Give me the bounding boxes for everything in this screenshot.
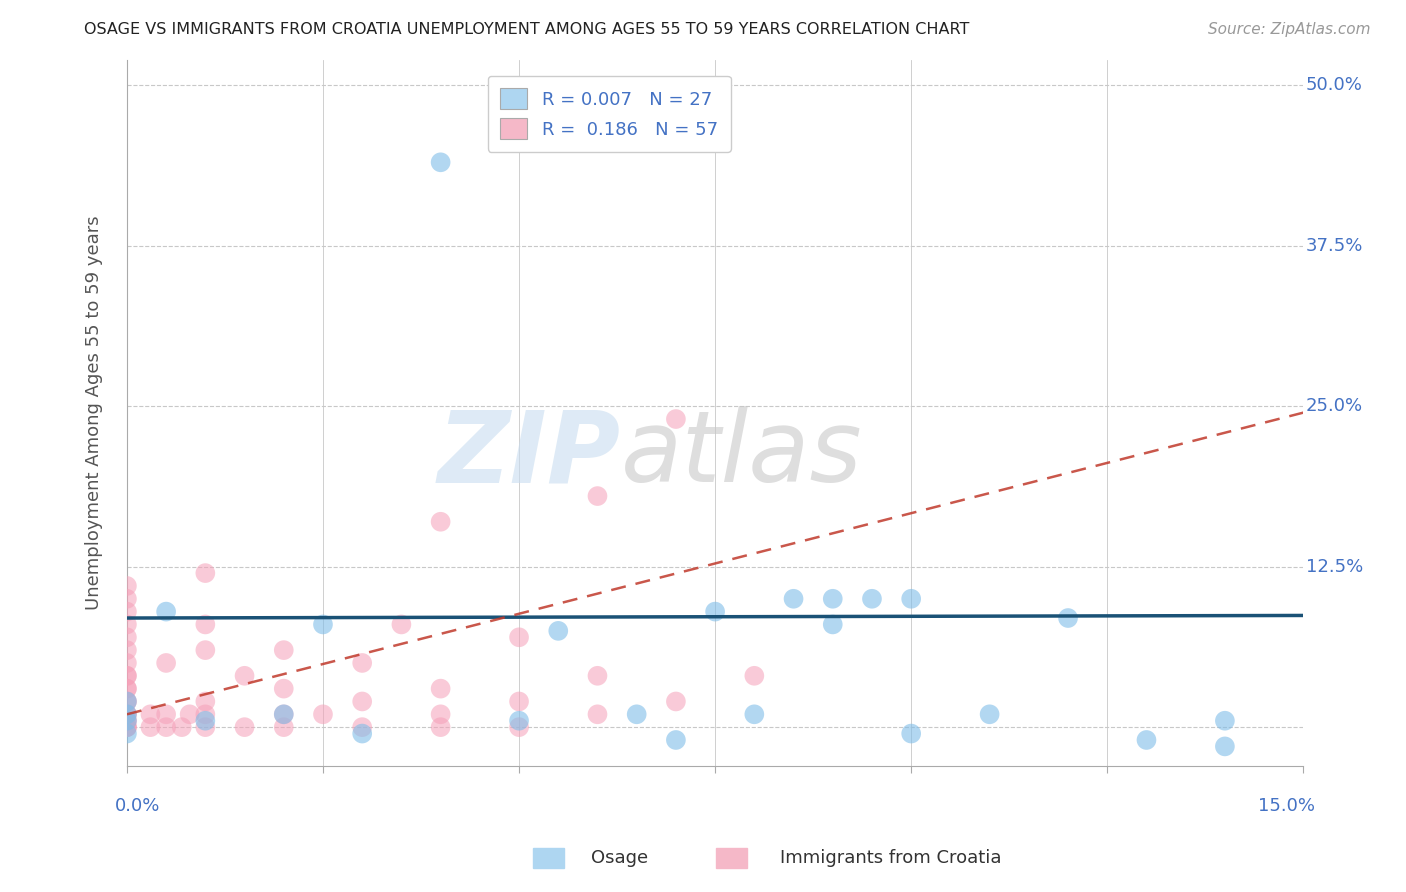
- Point: [626, 707, 648, 722]
- Text: 37.5%: 37.5%: [1306, 236, 1362, 255]
- Point: [900, 726, 922, 740]
- Point: [821, 591, 844, 606]
- Point: [665, 694, 688, 708]
- Point: [352, 726, 374, 740]
- Point: [352, 720, 374, 734]
- Point: [273, 643, 295, 657]
- Point: [429, 720, 451, 734]
- Point: [900, 591, 922, 606]
- Point: [352, 694, 374, 708]
- Legend: R = 0.007   N = 27, R =  0.186   N = 57: R = 0.007 N = 27, R = 0.186 N = 57: [488, 76, 731, 152]
- Point: [1213, 739, 1236, 754]
- Point: [194, 566, 217, 580]
- Point: [508, 714, 530, 728]
- Point: [586, 707, 609, 722]
- Point: [194, 714, 217, 728]
- Point: [115, 714, 138, 728]
- Point: [115, 720, 138, 734]
- Point: [115, 714, 138, 728]
- Point: [115, 643, 138, 657]
- Point: [665, 412, 688, 426]
- Point: [115, 720, 138, 734]
- Point: [312, 617, 335, 632]
- Point: [586, 489, 609, 503]
- Text: Source: ZipAtlas.com: Source: ZipAtlas.com: [1208, 22, 1371, 37]
- Point: [782, 591, 804, 606]
- Point: [194, 643, 217, 657]
- Text: 50.0%: 50.0%: [1306, 77, 1362, 95]
- Point: [155, 656, 177, 670]
- Point: [704, 605, 727, 619]
- Point: [155, 605, 177, 619]
- Text: Immigrants from Croatia: Immigrants from Croatia: [780, 849, 1002, 867]
- Point: [508, 694, 530, 708]
- Y-axis label: Unemployment Among Ages 55 to 59 years: Unemployment Among Ages 55 to 59 years: [86, 215, 103, 610]
- Point: [508, 720, 530, 734]
- Point: [429, 155, 451, 169]
- Text: 12.5%: 12.5%: [1306, 558, 1362, 575]
- Point: [115, 591, 138, 606]
- Point: [389, 617, 412, 632]
- Point: [115, 707, 138, 722]
- Point: [170, 720, 193, 734]
- Point: [115, 656, 138, 670]
- Point: [233, 669, 256, 683]
- Point: [115, 720, 138, 734]
- Point: [860, 591, 883, 606]
- Point: [139, 707, 162, 722]
- Text: 0.0%: 0.0%: [115, 797, 160, 815]
- Text: Osage: Osage: [591, 849, 648, 867]
- Point: [429, 515, 451, 529]
- Point: [179, 707, 201, 722]
- Point: [155, 720, 177, 734]
- Point: [352, 656, 374, 670]
- Point: [821, 617, 844, 632]
- Point: [194, 694, 217, 708]
- Point: [979, 707, 1001, 722]
- Point: [115, 694, 138, 708]
- Point: [115, 714, 138, 728]
- Point: [115, 617, 138, 632]
- Point: [508, 630, 530, 644]
- Point: [665, 733, 688, 747]
- Point: [115, 694, 138, 708]
- Point: [744, 707, 766, 722]
- Point: [744, 669, 766, 683]
- Text: 25.0%: 25.0%: [1306, 397, 1362, 415]
- Point: [547, 624, 569, 638]
- Point: [115, 707, 138, 722]
- Point: [115, 579, 138, 593]
- Point: [1213, 714, 1236, 728]
- Point: [194, 720, 217, 734]
- Point: [273, 707, 295, 722]
- Point: [273, 707, 295, 722]
- Point: [312, 707, 335, 722]
- Point: [233, 720, 256, 734]
- Point: [115, 669, 138, 683]
- Text: atlas: atlas: [621, 407, 863, 503]
- Point: [1057, 611, 1080, 625]
- Text: ZIP: ZIP: [439, 407, 621, 503]
- Point: [586, 669, 609, 683]
- Point: [115, 707, 138, 722]
- Point: [115, 630, 138, 644]
- Point: [139, 720, 162, 734]
- Point: [273, 681, 295, 696]
- Point: [194, 707, 217, 722]
- Point: [429, 681, 451, 696]
- Text: 15.0%: 15.0%: [1258, 797, 1315, 815]
- Point: [1135, 733, 1157, 747]
- Point: [115, 669, 138, 683]
- Point: [115, 726, 138, 740]
- Text: OSAGE VS IMMIGRANTS FROM CROATIA UNEMPLOYMENT AMONG AGES 55 TO 59 YEARS CORRELAT: OSAGE VS IMMIGRANTS FROM CROATIA UNEMPLO…: [84, 22, 970, 37]
- Point: [155, 707, 177, 722]
- Point: [194, 617, 217, 632]
- Point: [115, 694, 138, 708]
- Point: [273, 720, 295, 734]
- Point: [115, 605, 138, 619]
- Point: [429, 707, 451, 722]
- Point: [115, 681, 138, 696]
- Point: [115, 681, 138, 696]
